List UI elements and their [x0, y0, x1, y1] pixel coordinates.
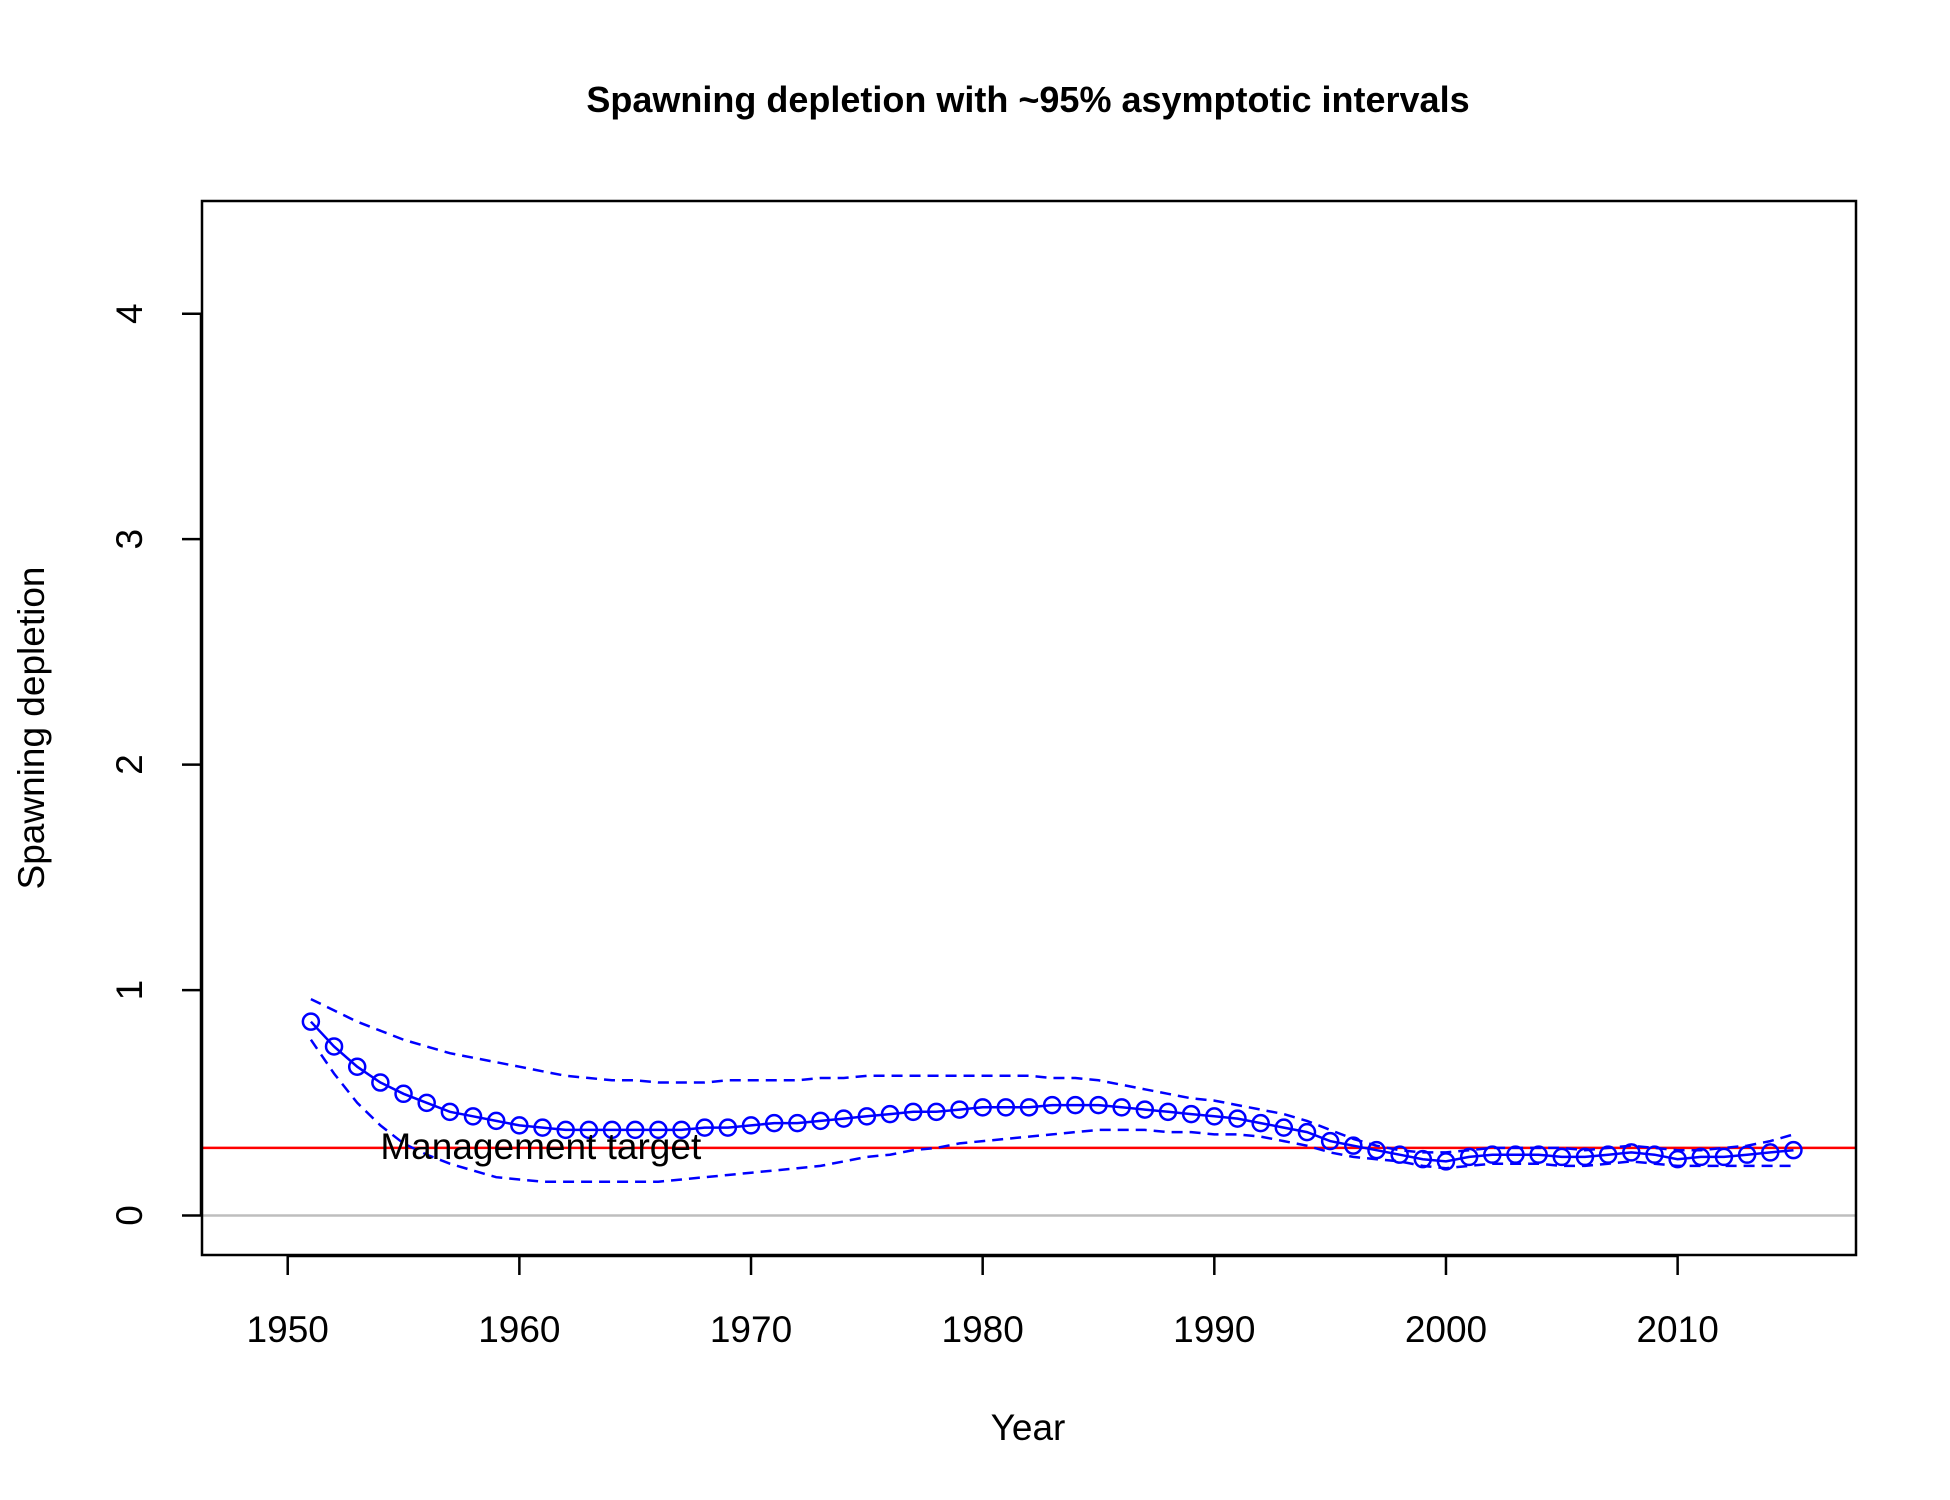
annotation-layer: Management target	[380, 1126, 702, 1167]
data-point	[695, 1118, 714, 1137]
y-tick-label: 4	[109, 303, 150, 324]
y-tick-label: 2	[109, 754, 150, 775]
data-point	[880, 1104, 900, 1124]
data-point	[1274, 1118, 1294, 1137]
data-point	[718, 1118, 738, 1137]
data-point	[556, 1120, 575, 1140]
data-point	[1042, 1095, 1062, 1115]
data-point	[1181, 1104, 1201, 1124]
data-point	[463, 1107, 483, 1126]
data-point	[417, 1093, 436, 1113]
data-point	[1228, 1109, 1247, 1128]
data-point	[1784, 1140, 1803, 1160]
axes-layer: 1950 1960 1970 1980 1990 2000 2010 0 1 2 3 4	[109, 303, 1719, 1350]
reference-lines	[202, 1146, 1856, 1217]
x-tick-label: 1990	[1173, 1309, 1255, 1350]
data-point	[1552, 1147, 1572, 1167]
data-point	[510, 1116, 529, 1135]
management-target-label: Management target	[380, 1126, 702, 1167]
data-point	[834, 1109, 853, 1128]
plot-frame	[200, 199, 1858, 1257]
x-tick-label: 1950	[247, 1309, 329, 1350]
data-point	[1459, 1147, 1479, 1167]
data-point	[324, 1037, 344, 1056]
y-tick-label: 0	[109, 1205, 150, 1226]
data-point	[1066, 1095, 1085, 1115]
data-point	[1622, 1143, 1641, 1162]
data-point	[371, 1073, 390, 1092]
data-point	[950, 1100, 969, 1119]
lower-interval-line	[309, 1038, 1794, 1183]
data-point	[741, 1116, 761, 1135]
data-point	[1251, 1113, 1270, 1133]
data-point	[1205, 1107, 1224, 1126]
data-point	[602, 1120, 622, 1140]
data-point	[1112, 1098, 1131, 1117]
data-point	[1089, 1095, 1108, 1115]
data-point	[672, 1120, 691, 1140]
data-point	[927, 1102, 946, 1122]
data-point	[903, 1102, 923, 1122]
data-point	[440, 1102, 460, 1122]
data-point	[973, 1098, 992, 1117]
x-tick-label: 1970	[710, 1309, 792, 1350]
data-point	[649, 1120, 668, 1140]
x-axis-label: Year	[991, 1407, 1066, 1448]
data-point	[347, 1057, 367, 1076]
chart-title: Spawning depletion with ~95% asymptotic …	[586, 79, 1469, 120]
data-point	[764, 1113, 784, 1133]
data-point	[1158, 1102, 1178, 1122]
x-tick-label: 1960	[478, 1309, 560, 1350]
data-point	[625, 1120, 645, 1140]
data-point	[1297, 1122, 1317, 1142]
series-layer	[301, 997, 1803, 1183]
y-tick-label: 1	[109, 980, 150, 1001]
data-point	[486, 1111, 506, 1131]
data-point	[1761, 1143, 1780, 1162]
data-point	[1320, 1131, 1340, 1151]
data-point	[579, 1120, 599, 1140]
x-tick-label: 2010	[1636, 1309, 1718, 1350]
x-tick-label: 1980	[942, 1309, 1024, 1350]
y-tick-label: 3	[109, 529, 150, 550]
data-point	[857, 1107, 877, 1126]
data-point	[996, 1098, 1016, 1117]
data-point	[1135, 1100, 1155, 1119]
y-axis-label: Spawning depletion	[11, 567, 52, 890]
data-point	[1691, 1147, 1711, 1167]
data-point	[811, 1111, 830, 1131]
data-point	[301, 1012, 321, 1031]
x-tick-label: 2000	[1405, 1309, 1487, 1350]
data-point	[533, 1118, 552, 1137]
data-point	[1390, 1145, 1409, 1164]
data-point	[1714, 1147, 1734, 1167]
data-point	[1019, 1098, 1039, 1117]
upper-interval-line	[310, 997, 1794, 1154]
data-point	[788, 1113, 807, 1133]
data-point	[394, 1084, 413, 1104]
